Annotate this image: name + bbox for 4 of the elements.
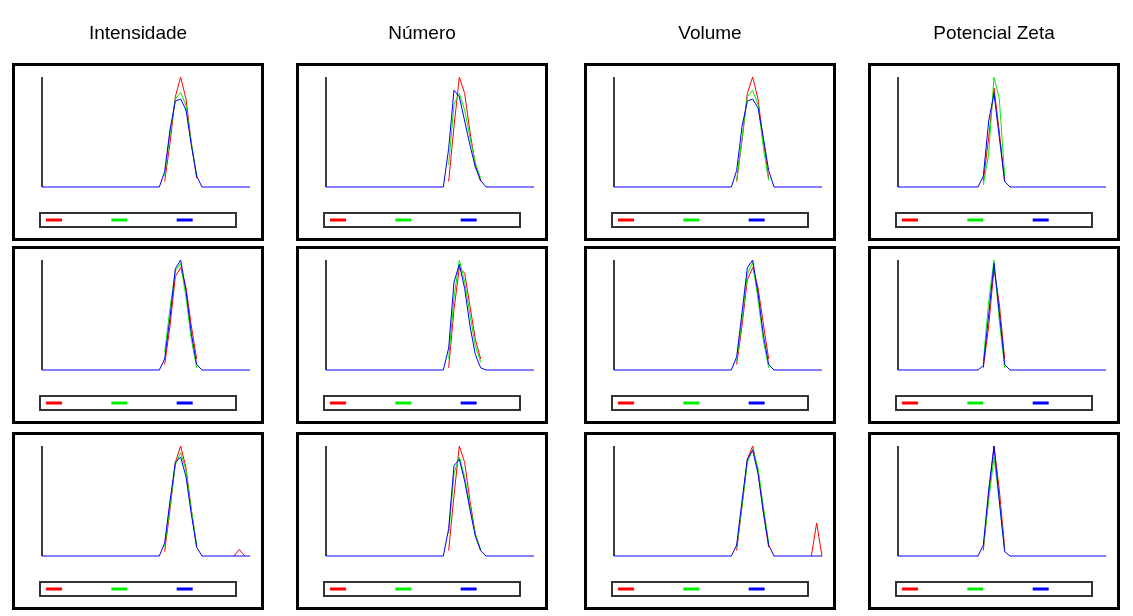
chart-title: Intensidade (88, 22, 188, 43)
chart-title: Volume (678, 22, 742, 43)
chart-title: Número (388, 22, 456, 43)
chart-title: Potencial Zeta (933, 22, 1056, 43)
